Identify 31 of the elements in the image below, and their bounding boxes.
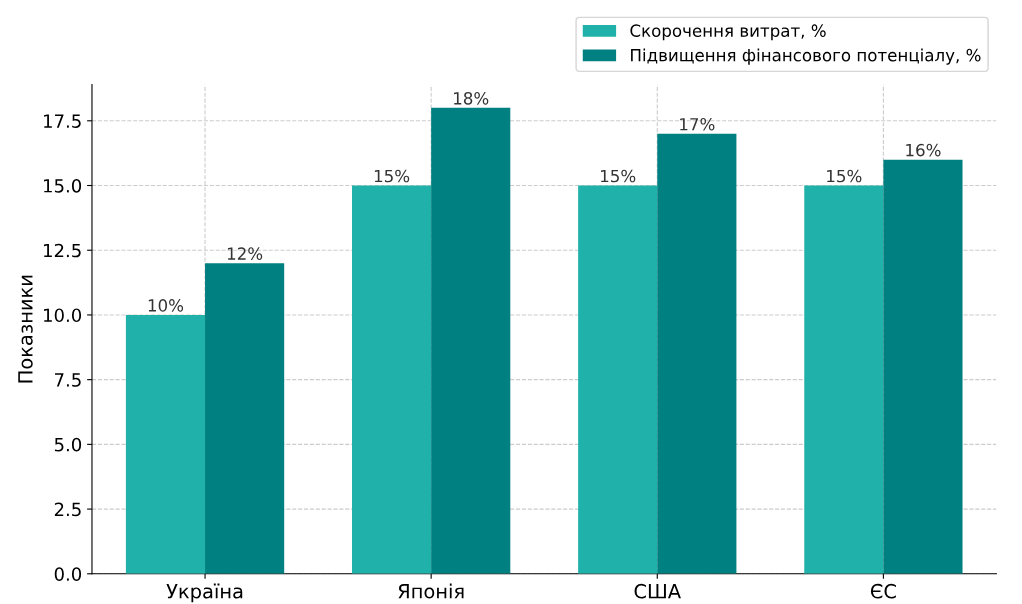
y-tick-label: 2.5	[54, 502, 81, 517]
data-label: 15%	[827, 169, 862, 183]
y-tick-label: 12.5	[44, 243, 81, 258]
y-tick-label: 5.0	[54, 437, 82, 452]
data-label: 17%	[680, 117, 715, 131]
bar	[352, 185, 432, 574]
y-tick-label: 15.0	[44, 178, 82, 193]
y-axis-title: Показники	[18, 275, 33, 383]
legend-label: Підвищення фінансового потенціалу, %	[631, 48, 981, 65]
y-tick-label: 7.5	[55, 373, 81, 387]
data-label: 15%	[601, 169, 636, 183]
data-label: 10%	[148, 299, 184, 312]
data-label: 16%	[906, 143, 941, 157]
bar	[125, 314, 206, 574]
x-tick-label: ЄС	[870, 583, 896, 599]
x-tick-label: США	[634, 583, 681, 599]
bar	[883, 159, 963, 574]
y-tick-label: 0.0	[54, 567, 82, 581]
bar	[578, 185, 658, 574]
y-tick-label: 17.5	[44, 114, 81, 128]
bar	[205, 263, 285, 574]
x-tick-label: Японія	[398, 583, 464, 599]
data-label: 18%	[454, 92, 489, 105]
data-label: 15%	[374, 169, 410, 183]
y-tick-label: 10.0	[44, 308, 82, 323]
bar	[431, 107, 511, 574]
legend-label: Скорочення витрат, %	[630, 24, 826, 41]
data-label: 12%	[227, 247, 263, 260]
bar	[804, 185, 884, 574]
bar	[657, 133, 737, 574]
x-tick-label: Україна	[166, 583, 243, 603]
